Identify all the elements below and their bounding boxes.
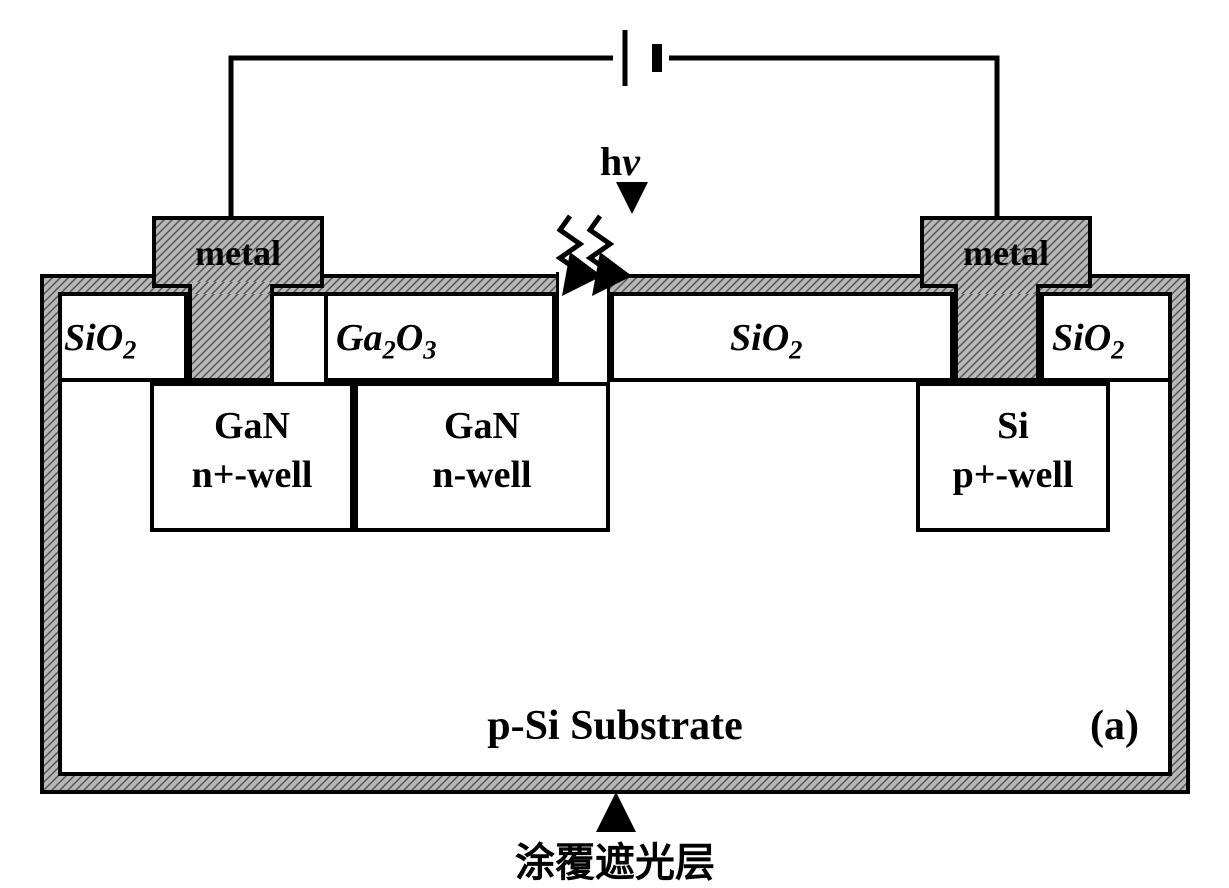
wire-left [231,58,613,216]
device-diagram: SiO2 Ga2O3 SiO2 SiO2 GaNn+-well GaNn-wel… [40,30,1190,860]
zigzag-1 [560,216,580,288]
wire-overlay [40,30,1190,870]
wire-right [669,58,997,216]
zigzag-2 [590,216,610,288]
bottom-caption: 涂覆遮光层 [40,830,1190,888]
